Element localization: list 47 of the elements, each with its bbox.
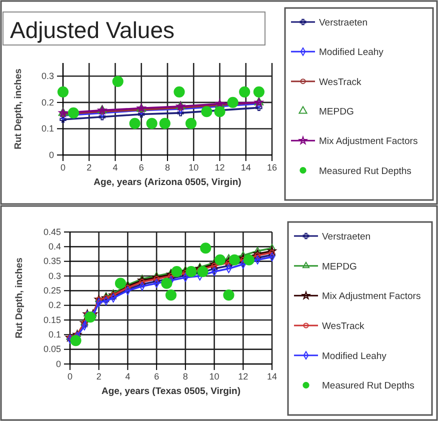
x-tick-label: 6: [138, 162, 144, 172]
x-tick-label: 10: [188, 162, 199, 172]
legend-label: Mix Adjustment Factors: [319, 136, 418, 148]
x-tick-label: 8: [182, 371, 188, 382]
legend-label: WesTrack: [322, 321, 364, 332]
x-axis-title: Age, years (Texas 0505, Virgin): [101, 386, 241, 397]
y-tick-label: 0.3: [48, 270, 61, 281]
legend-label: Verstraeten: [322, 232, 371, 242]
x-tick-label: 8: [164, 162, 170, 172]
x-tick-label: 6: [154, 371, 160, 382]
x-tick-label: 4: [112, 162, 118, 172]
x-tick-label: 0: [67, 371, 73, 382]
legend-label: MEPDG: [322, 261, 357, 272]
x-tick-label: 2: [86, 162, 92, 172]
y-tick-label: 0.4: [48, 242, 61, 252]
y-tick-label: 0: [56, 358, 61, 369]
chart-title: Adjusted Values: [10, 17, 175, 43]
y-tick-label: 0.1: [41, 124, 54, 134]
y-tick-label: 0.25: [43, 286, 61, 296]
legend-label: Modified Leahy: [322, 350, 387, 362]
x-tick-label: 12: [238, 371, 248, 382]
y-tick-label: 0: [48, 150, 54, 160]
x-tick-label: 14: [266, 371, 278, 382]
y-tick-label: 0.2: [41, 97, 54, 108]
y-tick-label: 0.2: [48, 300, 61, 310]
legend-label: Mix Adjustment Factors: [322, 291, 421, 302]
x-tick-label: 16: [266, 162, 278, 172]
y-tick-label: 0.35: [43, 256, 61, 266]
x-tick-label: 4: [125, 371, 130, 382]
x-axis-title: Age, years (Arizona 0505, Virgin): [94, 177, 242, 188]
x-tick-label: 14: [240, 162, 251, 172]
legend-label: WesTrack: [319, 76, 362, 88]
legend-label: MEPDG: [319, 106, 354, 118]
y-tick-label: 0.1: [48, 330, 61, 340]
legend-label: Modified Leahy: [319, 47, 384, 58]
legend-label: Measured Rut Depths: [319, 166, 412, 177]
x-tick-label: 10: [209, 371, 220, 382]
legend-label: Verstraeten: [319, 18, 368, 28]
y-axis-title: Rut Depth, inches: [14, 258, 25, 338]
y-axis-title: Rut Depth, inches: [13, 68, 24, 150]
y-tick-label: 0.05: [43, 344, 61, 354]
x-tick-label: 12: [214, 162, 225, 172]
y-tick-label: 0.15: [43, 314, 61, 325]
y-tick-label: 0.45: [43, 226, 61, 237]
legend-label: Measured Rut Depths: [322, 380, 415, 392]
x-tick-label: 2: [96, 371, 102, 382]
y-tick-label: 0.3: [41, 71, 54, 82]
